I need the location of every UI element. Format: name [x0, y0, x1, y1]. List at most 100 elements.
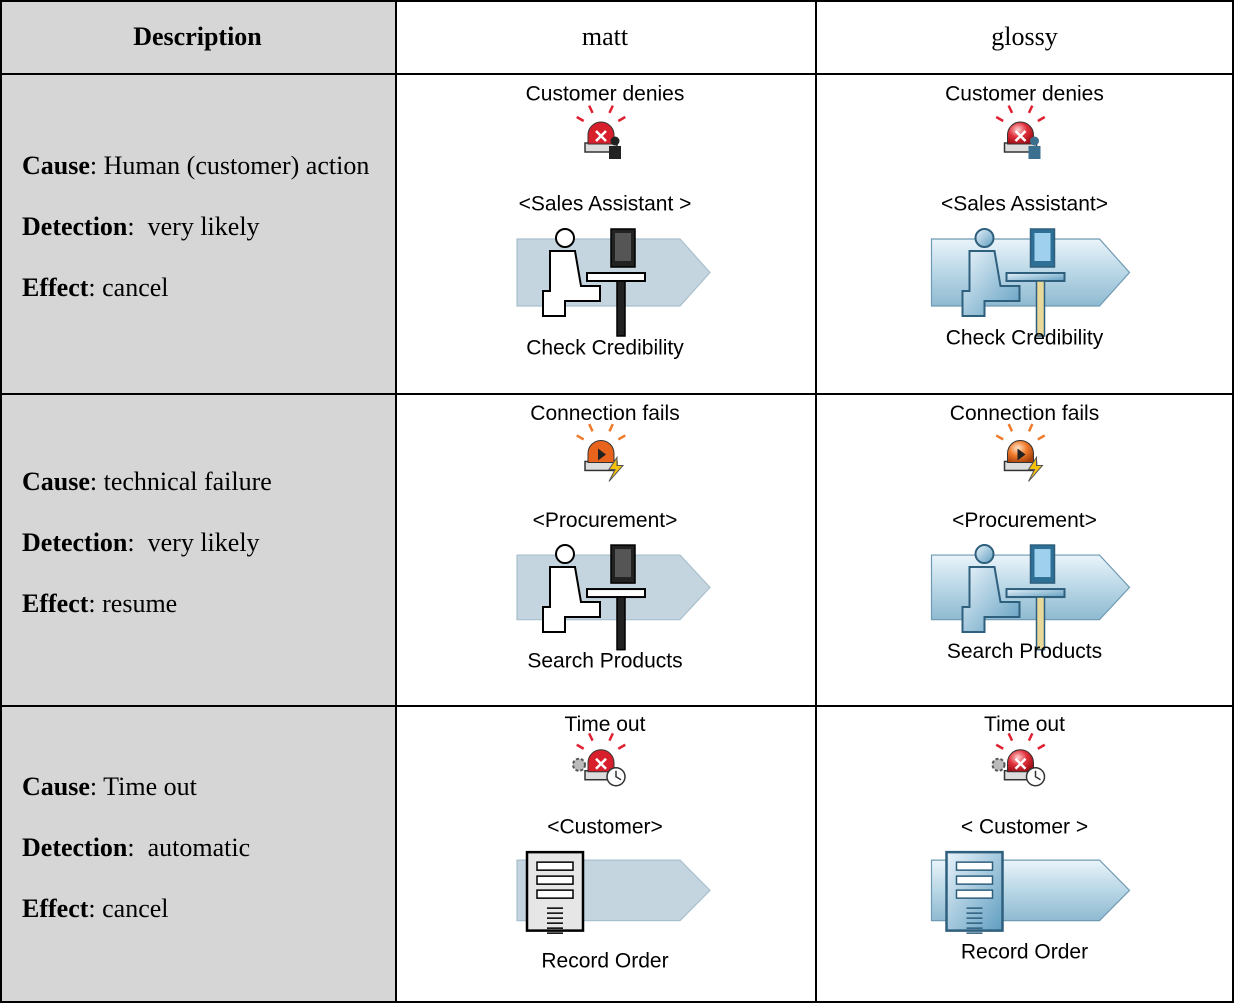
term: Effect: [22, 272, 89, 302]
term-text: : Human (customer) action: [89, 150, 370, 180]
term: Effect: [22, 588, 89, 618]
event-label: Customer denies: [526, 83, 685, 106]
term: Effect: [22, 893, 89, 923]
ray: [608, 732, 614, 742]
badge-head: [610, 136, 620, 146]
description-line: Effect: cancel: [22, 264, 375, 311]
ray: [995, 115, 1004, 123]
border-h: [0, 0, 1234, 2]
ray: [1037, 434, 1046, 441]
beacon-dome: [587, 121, 615, 145]
term-text: : Time out: [89, 771, 197, 801]
role-label: <Customer>: [547, 815, 663, 838]
term-text: : automatic: [127, 832, 251, 862]
description-cell: Cause: Human (customer) action Detection:…: [0, 73, 395, 393]
symbol-cell: Time out <Customer> Record Order: [516, 713, 711, 973]
symbol-cell: Customer denies <Sales Assistant > Check C…: [516, 83, 711, 360]
screen: [1034, 233, 1051, 261]
desk: [586, 588, 646, 599]
person-head: [555, 228, 575, 248]
clock-hands: [615, 770, 622, 781]
server-slot: [536, 889, 574, 899]
ray: [1027, 423, 1034, 432]
activity-label: Check Credibility: [526, 337, 684, 360]
ray: [588, 732, 594, 742]
term-text: : very likely: [127, 527, 260, 557]
description-line: Cause: Time out: [22, 763, 375, 810]
activity-label: Record Order: [541, 950, 668, 973]
term: Detection: [22, 211, 128, 241]
border-v: [1232, 0, 1234, 1003]
person-body: [961, 250, 1021, 317]
ray: [1007, 423, 1014, 432]
desk-leg: [616, 280, 626, 337]
server-slot: [536, 875, 574, 885]
ray: [617, 115, 626, 123]
server-slot: [955, 889, 994, 899]
event-label: Connection fails: [950, 402, 1099, 425]
desk-leg: [616, 596, 626, 651]
screen: [615, 233, 631, 261]
cross: [595, 757, 607, 770]
cross: [595, 130, 607, 142]
beacon-dome: [587, 749, 615, 773]
person-body: [542, 566, 601, 634]
bolt: [1027, 455, 1044, 482]
description-line: Effect: resume: [22, 580, 375, 627]
term-text: : cancel: [88, 272, 169, 302]
server-slot: [536, 861, 574, 871]
desk-leg: [1035, 596, 1046, 651]
symbol-cell: Customer denies <Sales Assistant> Check Cr…: [930, 83, 1131, 350]
symbol-cell: Connection fails <Procurement> Search Prod…: [516, 402, 711, 673]
term: Cause: [22, 466, 90, 496]
role-label: < Customer >: [961, 815, 1088, 838]
description-line: Cause: technical failure: [22, 458, 375, 505]
ray: [1007, 105, 1014, 114]
border-v: [395, 0, 397, 1003]
term: Cause: [22, 150, 90, 180]
activity-label: Record Order: [961, 940, 1088, 963]
beacon-dome: [1007, 749, 1034, 773]
role-label: <Procurement>: [533, 509, 678, 532]
badge-body: [609, 146, 621, 159]
activity-label: Search Products: [947, 640, 1102, 663]
border-h: [0, 705, 1234, 707]
gear: [572, 757, 586, 772]
clock-hands: [1034, 770, 1041, 781]
badge-body: [1028, 146, 1041, 159]
description-line: Detection: very likely: [22, 203, 375, 250]
border-h: [0, 1001, 1234, 1003]
person-head: [974, 544, 995, 565]
header-cell: Description: [0, 0, 395, 73]
ray: [608, 423, 614, 432]
ray: [588, 423, 594, 432]
cross: [1014, 130, 1027, 142]
ray: [608, 105, 614, 114]
play: [1017, 448, 1026, 461]
activity-label: Search Products: [527, 650, 682, 673]
badge-head: [1030, 136, 1039, 146]
desk: [586, 272, 646, 282]
person-body: [542, 250, 601, 317]
person-head: [555, 544, 575, 565]
screen: [1034, 549, 1051, 578]
gear: [991, 757, 1006, 772]
desk-leg: [1035, 280, 1046, 337]
term: Detection: [22, 527, 128, 557]
ray: [617, 434, 626, 441]
term-text: : very likely: [127, 211, 260, 241]
term-text: : resume: [88, 588, 178, 618]
term-text: : cancel: [88, 893, 169, 923]
desk: [1005, 588, 1066, 599]
border-h: [0, 393, 1234, 395]
ray: [576, 743, 585, 750]
desk: [1005, 272, 1066, 282]
border-v: [0, 0, 2, 1003]
play: [598, 448, 606, 461]
event-label: Time out: [565, 713, 646, 736]
term-text: : technical failure: [89, 466, 272, 496]
event-label: Time out: [984, 713, 1065, 736]
symbol-cell: Time out < Customer > Record Order: [930, 713, 1131, 963]
ray: [1027, 105, 1034, 114]
header-cell: glossy: [991, 21, 1058, 51]
